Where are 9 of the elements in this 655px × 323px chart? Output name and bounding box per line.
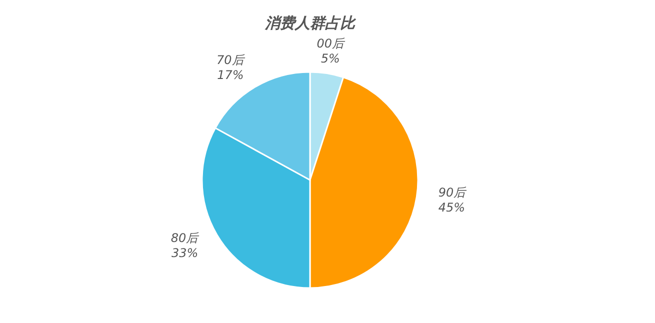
data-label: 17% <box>217 68 244 82</box>
data-label: 45% <box>438 200 466 214</box>
chart-title: 消费人群占比 <box>264 14 357 32</box>
data-label: 5% <box>320 52 340 66</box>
data-label: 33% <box>171 246 198 260</box>
slice-label: 70后 <box>216 53 246 68</box>
slice-label: 90后 <box>438 185 468 200</box>
slice-label: 80后 <box>170 231 200 246</box>
slice-label: 00后 <box>316 36 346 51</box>
